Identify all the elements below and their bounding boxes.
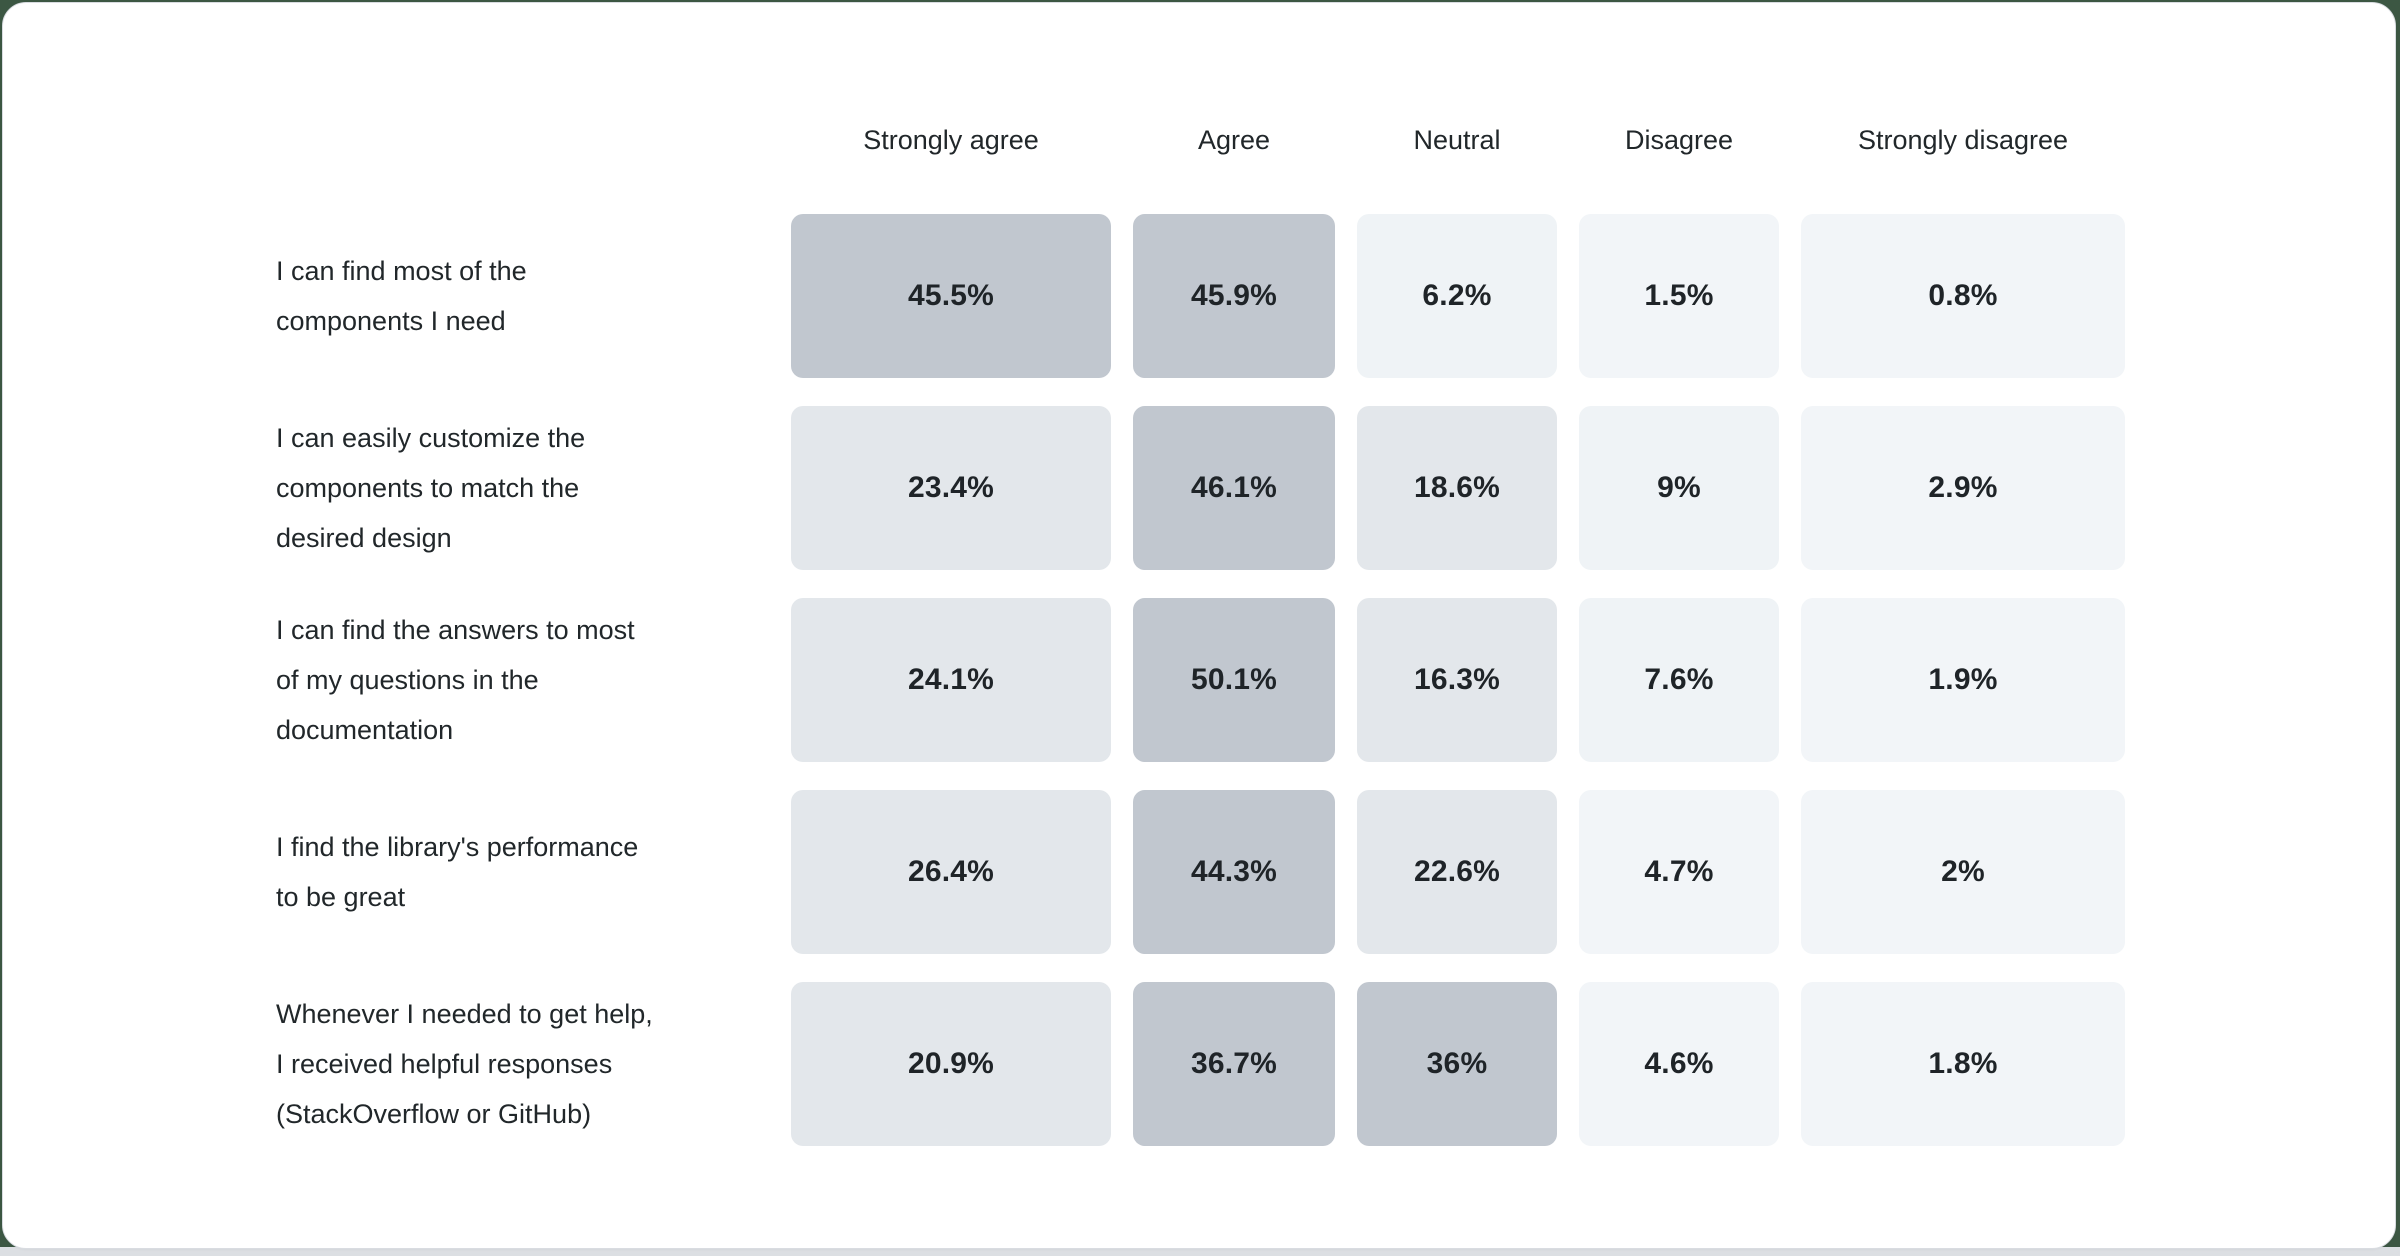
heatmap-cell: 0.8% (1801, 214, 2125, 378)
heatmap-cell: 24.1% (791, 598, 1111, 762)
row-label-line: documentation (276, 715, 454, 745)
row-label-line: to be great (276, 882, 406, 912)
column-header-agree: Agree (1197, 125, 1271, 155)
column-header-disagree: Disagree (1624, 125, 1734, 155)
heatmap-cell: 50.1% (1133, 598, 1335, 762)
heatmap-cell: 45.9% (1133, 214, 1335, 378)
heatmap-cell: 18.6% (1357, 406, 1557, 570)
row-label: I find the library's performance to be gr… (276, 790, 769, 954)
heatmap-cell: 45.5% (791, 214, 1111, 378)
heatmap-cell: 23.4% (791, 406, 1111, 570)
heatmap-cell: 7.6% (1579, 598, 1779, 762)
row-label-line: (StackOverflow or GitHub) (276, 1099, 592, 1129)
row-label-line: of my questions in the (276, 665, 539, 695)
row-label: I can find the answers to most of my ques… (276, 598, 769, 762)
row-label-line: I find the library's performance (276, 832, 639, 862)
heatmap-cell: 16.3% (1357, 598, 1557, 762)
heatmap-cell: 9% (1579, 406, 1779, 570)
heatmap-cell: 1.5% (1579, 214, 1779, 378)
survey-heatmap-table: Strongly agree Agree Neutral Disagree Strong… (276, 3, 2125, 1146)
row-label-line: desired design (276, 523, 452, 553)
heatmap-cell: 46.1% (1133, 406, 1335, 570)
row-label-line: I can find most of the (276, 256, 527, 286)
heatmap-cell: 36% (1357, 982, 1557, 1146)
row-label: I can easily customize the components to … (276, 406, 769, 570)
column-header-strongly-agree: Strongly agree (863, 125, 1039, 155)
row-label-line: Whenever I needed to get help, (276, 999, 653, 1029)
heatmap-cell: 1.9% (1801, 598, 2125, 762)
heatmap-cell: 2% (1801, 790, 2125, 954)
heatmap-cell: 2.9% (1801, 406, 2125, 570)
heatmap-cell: 36.7% (1133, 982, 1335, 1146)
heatmap-cell: 1.8% (1801, 982, 2125, 1146)
row-label-line: I can easily customize the (276, 423, 586, 453)
row-label: Whenever I needed to get help, I received… (276, 982, 769, 1146)
row-label-line: components to match the (276, 473, 580, 503)
column-header-neutral: Neutral (1413, 125, 1501, 155)
heatmap-cell: 26.4% (791, 790, 1111, 954)
column-header-strongly-disagree: Strongly disagree (1857, 125, 2069, 155)
heatmap-cell: 22.6% (1357, 790, 1557, 954)
table-corner-spacer (276, 95, 769, 186)
row-label: I can find most of the components I need (276, 214, 769, 378)
bottom-strip (0, 1247, 2400, 1256)
row-label-line: components I need (276, 306, 506, 336)
heatmap-cell: 4.7% (1579, 790, 1779, 954)
heatmap-cell: 4.6% (1579, 982, 1779, 1146)
row-label-line: I can find the answers to most (276, 615, 635, 645)
row-label-line: I received helpful responses (276, 1049, 613, 1079)
heatmap-cell: 20.9% (791, 982, 1111, 1146)
heatmap-cell: 44.3% (1133, 790, 1335, 954)
heatmap-cell: 6.2% (1357, 214, 1557, 378)
